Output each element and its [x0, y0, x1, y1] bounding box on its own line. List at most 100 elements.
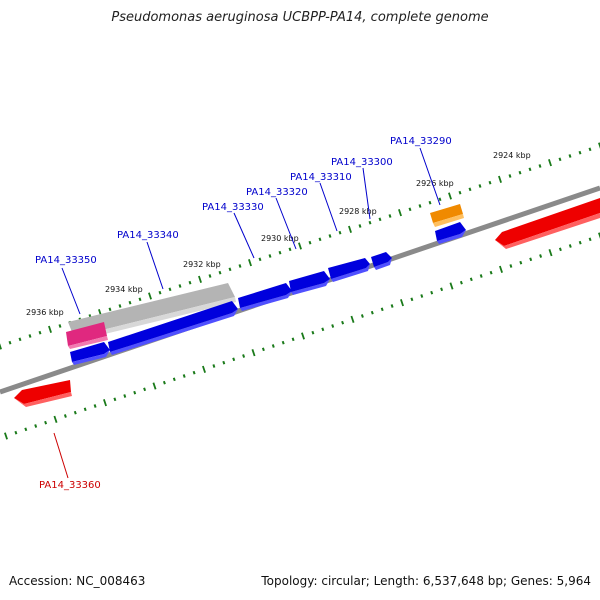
minor-tick: [331, 324, 335, 328]
minor-tick: [420, 294, 424, 298]
minor-tick: [518, 170, 522, 175]
minor-tick: [14, 430, 18, 435]
minor-tick: [123, 394, 127, 398]
major-tick: [152, 382, 157, 390]
pink-feature[interactable]: [66, 322, 108, 349]
major-tick: [53, 415, 58, 423]
gene-arrow-pa14-33310[interactable]: [328, 258, 370, 282]
minor-tick: [508, 174, 512, 178]
label-connector: [53, 432, 69, 479]
minor-tick: [24, 427, 28, 432]
minor-tick: [378, 217, 382, 222]
minor-tick: [182, 374, 186, 378]
major-tick: [148, 292, 152, 300]
minor-tick: [311, 330, 315, 335]
gene-arrow-pa14-33350[interactable]: [70, 342, 110, 365]
minor-tick: [538, 164, 542, 168]
gene-arrow-reverse-right[interactable]: [495, 198, 600, 249]
gene-label-pa14-33350[interactable]: PA14_33350: [35, 255, 97, 266]
minor-tick: [390, 304, 394, 308]
gene-arrow-pa14-33340[interactable]: [108, 301, 238, 355]
minor-tick: [578, 150, 582, 155]
major-tick: [48, 325, 52, 333]
minor-tick: [388, 214, 392, 218]
gene-arrow-pa14-33300[interactable]: [371, 252, 392, 270]
major-tick: [499, 265, 503, 273]
gray-feature[interactable]: [68, 283, 236, 341]
gene-label-pa14-33300[interactable]: PA14_33300: [331, 157, 393, 168]
gene-arrow-pa14-33320[interactable]: [289, 271, 330, 295]
minor-tick: [118, 304, 122, 308]
minor-tick: [459, 280, 463, 285]
major-tick: [598, 232, 600, 239]
minor-tick: [338, 230, 342, 235]
minor-tick: [468, 187, 472, 192]
major-tick: [548, 159, 552, 167]
label-connector: [146, 241, 164, 290]
minor-tick: [488, 180, 492, 185]
major-tick: [248, 259, 252, 267]
label-connector: [319, 182, 338, 232]
major-tick: [350, 315, 355, 323]
minor-tick: [368, 220, 372, 225]
gene-label-pa14-33340[interactable]: PA14_33340: [117, 230, 179, 241]
minor-tick: [321, 327, 325, 332]
minor-tick: [430, 290, 434, 295]
minor-tick: [558, 247, 562, 252]
minor-tick: [408, 207, 412, 212]
minor-tick: [360, 314, 364, 318]
accession-text: Accession: NC_008463: [9, 574, 146, 588]
minor-tick: [318, 237, 322, 242]
minor-tick: [28, 334, 32, 338]
label-connector: [233, 212, 255, 259]
gene-label-pa14-33290[interactable]: PA14_33290: [390, 136, 452, 147]
minor-tick: [73, 410, 77, 415]
minor-tick: [288, 247, 292, 252]
minor-tick: [568, 244, 572, 248]
minor-tick: [529, 257, 533, 262]
major-tick: [448, 192, 452, 200]
minor-tick: [370, 310, 374, 315]
major-tick: [301, 332, 305, 340]
major-tick: [449, 282, 454, 290]
major-tick: [348, 225, 352, 233]
minor-tick: [358, 224, 362, 228]
minor-tick: [438, 197, 442, 202]
gene-label-pa14-33320[interactable]: PA14_33320: [246, 187, 308, 198]
minor-tick: [268, 254, 272, 258]
major-tick: [0, 343, 2, 350]
major-tick: [398, 209, 402, 217]
major-tick: [103, 399, 107, 407]
minor-tick: [458, 190, 462, 195]
minor-tick: [528, 167, 532, 172]
minor-tick: [58, 324, 62, 328]
major-tick: [598, 142, 600, 149]
minor-tick: [232, 357, 236, 362]
minor-tick: [133, 390, 137, 395]
minor-tick: [162, 380, 166, 385]
gene-arrow-pa14-33330[interactable]: [238, 283, 292, 311]
minor-tick: [212, 364, 216, 368]
minor-tick: [588, 147, 592, 152]
minor-tick: [271, 344, 275, 348]
minor-tick: [469, 277, 473, 282]
tick-track-outer: [0, 142, 600, 350]
gene-label-pa14-33330[interactable]: PA14_33330: [202, 202, 264, 213]
minor-tick: [168, 287, 172, 292]
orange-feature[interactable]: [430, 204, 464, 227]
minor-tick: [178, 284, 182, 288]
minor-tick: [38, 330, 42, 335]
minor-tick: [568, 154, 572, 158]
gene-label-pa14-33360[interactable]: PA14_33360: [39, 480, 101, 491]
minor-tick: [8, 340, 12, 345]
minor-tick: [63, 414, 67, 418]
minor-tick: [108, 307, 112, 312]
gene-label-pa14-33310[interactable]: PA14_33310: [290, 172, 352, 183]
minor-tick: [188, 280, 192, 285]
gene-arrow-pa14-33290[interactable]: [435, 222, 466, 244]
scale-label: 2930 kbp: [261, 234, 299, 243]
minor-tick: [34, 424, 38, 428]
gene-arrow-pa14-33360[interactable]: [14, 380, 72, 407]
minor-tick: [218, 270, 222, 275]
